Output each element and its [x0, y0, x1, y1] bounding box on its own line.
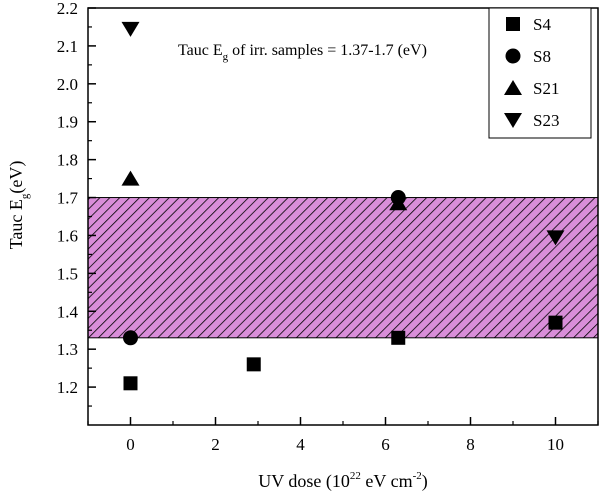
- x-axis-title-suffix: ): [422, 471, 428, 492]
- x-tick-label: 10: [547, 435, 564, 454]
- x-axis-title-sup2: -2: [413, 470, 422, 482]
- legend: S4 S8 S21 S23: [488, 7, 592, 139]
- y-axis-title-sub: g: [19, 193, 31, 199]
- data-points: [121, 21, 565, 391]
- point-s4: [548, 315, 563, 330]
- legend-label-s21: S21: [533, 79, 559, 98]
- y-axis-title-suffix: (eV): [6, 161, 27, 194]
- x-tick-label: 6: [381, 435, 390, 454]
- legend-label-s23: S23: [533, 111, 559, 130]
- point-s23: [121, 21, 140, 37]
- point-s21: [389, 195, 408, 211]
- point-s4: [246, 357, 261, 372]
- y-tick-label: 1.8: [57, 151, 78, 170]
- point-s4: [123, 376, 138, 391]
- y-tick-labels: 1.2 1.3 1.4 1.5 1.6 1.7 1.8 1.9 2.0 2.1 2.2: [57, 0, 79, 397]
- x-axis-title-sup1: 22: [350, 470, 361, 482]
- y-tick-label: 1.7: [57, 189, 79, 208]
- point-s21: [121, 170, 140, 186]
- y-axis-title-prefix: Tauc E: [6, 199, 26, 249]
- legend-marker-s23: [504, 113, 522, 128]
- y-tick-label: 2.1: [57, 37, 78, 56]
- x-axis-title: UV dose (1022 eV cm-2): [258, 470, 428, 492]
- annotation-text: Tauc Eg of irr. samples = 1.37-1.7 (eV): [178, 42, 427, 63]
- range-band: [87, 197, 599, 339]
- y-tick-label: 1.9: [57, 113, 78, 132]
- y-tick-label: 1.5: [57, 264, 78, 283]
- y-tick-label: 2.0: [57, 75, 78, 94]
- y-tick-label: 1.6: [57, 226, 78, 245]
- point-s8: [123, 330, 138, 346]
- x-axis-title-prefix: UV dose (10: [258, 471, 350, 492]
- annotation-sub: g: [223, 51, 229, 63]
- y-tick-label: 2.2: [57, 0, 78, 18]
- y-tick-label: 1.3: [57, 340, 78, 359]
- y-tick-label: 1.4: [57, 302, 79, 321]
- x-tick-label: 0: [126, 435, 135, 454]
- legend-marker-s21: [504, 80, 522, 95]
- x-tick-label: 4: [296, 435, 305, 454]
- point-s4: [391, 330, 406, 345]
- x-tick-label: 2: [211, 435, 220, 454]
- y-tick-label: 1.2: [57, 378, 78, 397]
- y-axis-title: Tauc Eg(eV): [6, 161, 31, 250]
- annotation-suffix: of irr. samples = 1.37-1.7 (eV): [228, 42, 427, 59]
- legend-marker-s8: [505, 48, 521, 64]
- legend-label-s4: S4: [533, 15, 551, 34]
- legend-label-s8: S8: [533, 47, 551, 66]
- point-s23: [546, 230, 565, 246]
- plot-frame: [87, 7, 599, 426]
- x-tick-label: 8: [466, 435, 475, 454]
- legend-marker-s4: [506, 17, 520, 31]
- x-axis-title-mid: eV cm: [361, 471, 413, 491]
- annotation-prefix: Tauc E: [178, 42, 223, 59]
- x-tick-labels: 0 2 4 6 8 10: [126, 435, 564, 454]
